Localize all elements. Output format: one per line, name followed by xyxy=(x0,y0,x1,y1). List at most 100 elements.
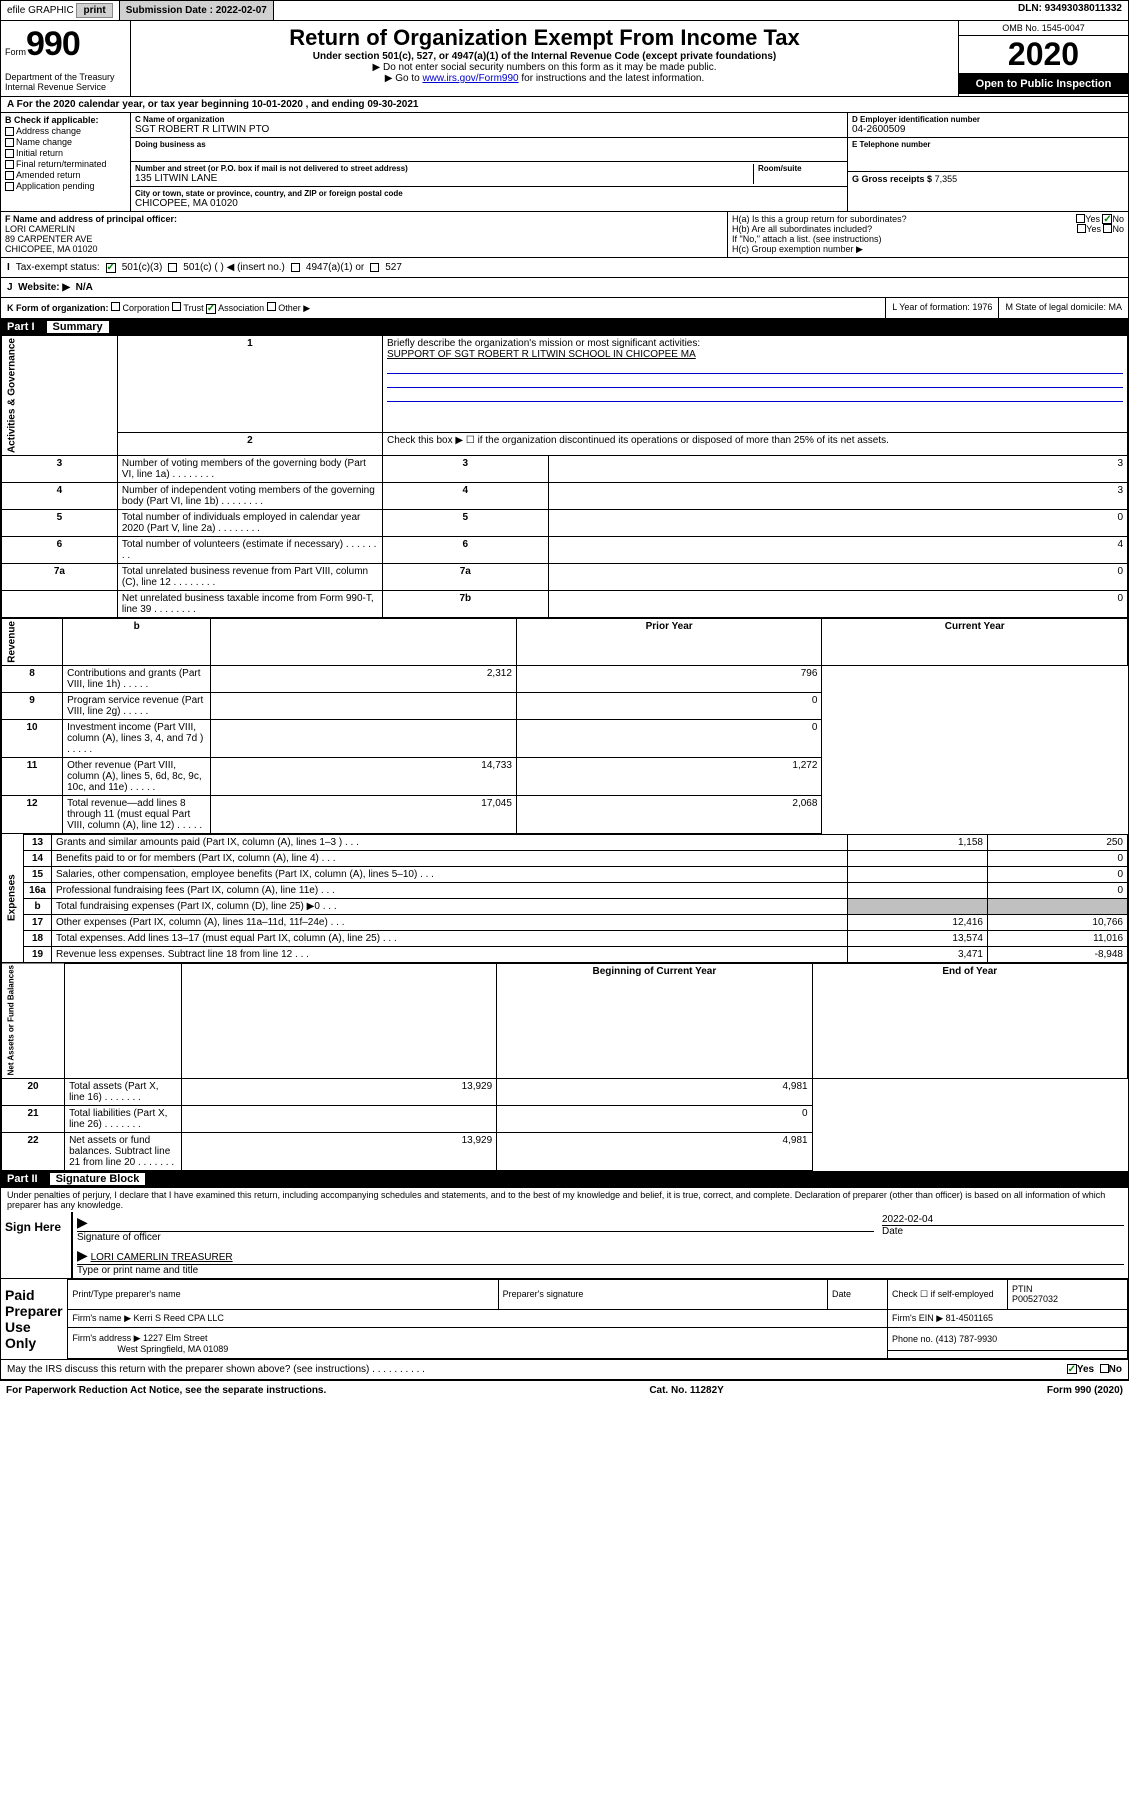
revenue-label: Revenue xyxy=(2,619,63,666)
paid-label: Paid Preparer Use Only xyxy=(1,1279,67,1359)
part2-title: Signature Block xyxy=(50,1173,146,1185)
year-formation: L Year of formation: 1976 xyxy=(885,298,998,318)
ein-label2: Firm's EIN ▶ xyxy=(892,1313,943,1323)
officer-label: F Name and address of principal officer: xyxy=(5,214,723,224)
checkbox-row: Name change xyxy=(5,137,126,147)
firm-label: Firm's name ▶ xyxy=(72,1313,131,1323)
note2-pre: ▶ Go to xyxy=(385,73,423,84)
officer-city: CHICOPEE, MA 01020 xyxy=(5,244,723,254)
arrow-icon2: ▶ xyxy=(77,1247,88,1263)
beg-val: 13,929 xyxy=(181,1079,496,1106)
line-desc: Other expenses (Part IX, column (A), lin… xyxy=(52,914,848,930)
ha-no-check[interactable]: ✓ xyxy=(1102,214,1112,224)
end-val: 0 xyxy=(497,1106,812,1133)
line-box: 7b xyxy=(383,591,549,618)
corp-check[interactable] xyxy=(111,302,120,311)
discuss-no-check[interactable] xyxy=(1100,1364,1109,1373)
checkbox[interactable] xyxy=(5,160,14,169)
firm-name: Kerri S Reed CPA LLC xyxy=(134,1313,224,1323)
other-check[interactable] xyxy=(267,302,276,311)
line-num: 6 xyxy=(2,537,118,564)
mission-line3 xyxy=(387,388,1123,402)
box-h: H(a) Is this a group return for subordin… xyxy=(728,212,1128,257)
501c-check[interactable] xyxy=(168,263,177,272)
checkbox-label: Application pending xyxy=(16,181,95,191)
line-desc: Total liabilities (Part X, line 26) . . … xyxy=(65,1106,182,1133)
officer-name: LORI CAMERLIN xyxy=(5,224,723,234)
top-bar: efile GRAPHIC print Submission Date : 20… xyxy=(0,0,1129,21)
footer-right: Form 990 (2020) xyxy=(1047,1385,1123,1396)
line-desc: Total unrelated business revenue from Pa… xyxy=(117,564,382,591)
firm-name-cell: Firm's name ▶ Kerri S Reed CPA LLC xyxy=(68,1309,888,1328)
line-num: b xyxy=(24,898,52,914)
form-label: Form xyxy=(5,47,26,57)
ha-yes-check[interactable] xyxy=(1076,214,1085,223)
revenue-row: 11Other revenue (Part VIII, column (A), … xyxy=(2,757,1128,795)
checkbox[interactable] xyxy=(5,182,14,191)
discuss-row: May the IRS discuss this return with the… xyxy=(1,1360,1128,1380)
discuss-yes-check[interactable]: ✓ xyxy=(1067,1364,1077,1374)
phone-cell: Phone no. (413) 787-9930 xyxy=(888,1328,1128,1351)
checkbox[interactable] xyxy=(5,149,14,158)
line-num: 11 xyxy=(2,757,63,795)
curr-val: 2,068 xyxy=(516,795,822,833)
501c3-check[interactable]: ✓ xyxy=(106,263,116,273)
trust-check[interactable] xyxy=(172,302,181,311)
line-num: 18 xyxy=(24,930,52,946)
addr-label: Number and street (or P.O. box if mail i… xyxy=(135,164,753,173)
na-blank xyxy=(65,963,182,1078)
submission-cell: Submission Date : 2022-02-07 xyxy=(120,1,274,20)
firm-ein: 81-4501165 xyxy=(946,1313,993,1323)
curr-val: 11,016 xyxy=(988,930,1128,946)
line-box: 5 xyxy=(383,510,549,537)
part1-label: Part I xyxy=(7,321,35,333)
city-state-zip: CHICOPEE, MA 01020 xyxy=(135,198,843,209)
4947-check[interactable] xyxy=(291,263,300,272)
line-num: 10 xyxy=(2,719,63,757)
assoc-check[interactable]: ✓ xyxy=(206,304,216,314)
line-num: 5 xyxy=(2,510,118,537)
checkbox[interactable] xyxy=(5,138,14,147)
line-num: 4 xyxy=(2,483,118,510)
firm-addr2: West Springfield, MA 01089 xyxy=(117,1344,228,1354)
title-cell: Return of Organization Exempt From Incom… xyxy=(131,21,958,96)
efile-label: efile GRAPHIC xyxy=(7,5,74,16)
summary-row: 5Total number of individuals employed in… xyxy=(2,510,1128,537)
line-desc: Total number of individuals employed in … xyxy=(117,510,382,537)
line-2: 2 xyxy=(117,433,382,456)
expense-row: 18Total expenses. Add lines 13–17 (must … xyxy=(2,930,1128,946)
no2: No xyxy=(1112,224,1124,234)
checkbox[interactable] xyxy=(5,171,14,180)
line-num: 15 xyxy=(24,866,52,882)
info-grid: B Check if applicable: Address changeNam… xyxy=(1,112,1128,212)
line-num: 21 xyxy=(2,1106,65,1133)
i-label: I xyxy=(7,262,10,273)
print-button[interactable]: print xyxy=(76,3,112,18)
checkbox[interactable] xyxy=(5,127,14,136)
line-num: 13 xyxy=(24,834,52,850)
omb-number: OMB No. 1545-0047 xyxy=(959,21,1128,36)
line-num: 22 xyxy=(2,1133,65,1171)
hb-yes-check[interactable] xyxy=(1077,224,1086,233)
row-j: J Website: ▶ N/A xyxy=(1,278,1128,298)
revenue-row: 8Contributions and grants (Part VIII, li… xyxy=(2,665,1128,692)
checkbox-label: Name change xyxy=(16,137,72,147)
summary-row: 7aTotal unrelated business revenue from … xyxy=(2,564,1128,591)
line-num: 16a xyxy=(24,882,52,898)
line-desc: Investment income (Part VIII, column (A)… xyxy=(63,719,211,757)
line-num: 7a xyxy=(2,564,118,591)
curr-val: 1,272 xyxy=(516,757,822,795)
hb-no-check[interactable] xyxy=(1103,224,1112,233)
prior-year-hdr: Prior Year xyxy=(516,619,822,666)
revenue-row: 10Investment income (Part VIII, column (… xyxy=(2,719,1128,757)
opt-4947: 4947(a)(1) or xyxy=(306,262,364,273)
ha-label: H(a) Is this a group return for subordin… xyxy=(732,214,1076,224)
527-check[interactable] xyxy=(370,263,379,272)
beg-val xyxy=(181,1106,496,1133)
prep-sig-hdr: Preparer's signature xyxy=(498,1280,827,1309)
tax-year: 2020 xyxy=(959,36,1128,74)
expenses-table: Expenses13Grants and similar amounts pai… xyxy=(1,834,1128,963)
form990-link[interactable]: www.irs.gov/Form990 xyxy=(422,73,518,84)
gross-label: G Gross receipts $ xyxy=(852,174,932,184)
curr-val: 0 xyxy=(516,719,822,757)
